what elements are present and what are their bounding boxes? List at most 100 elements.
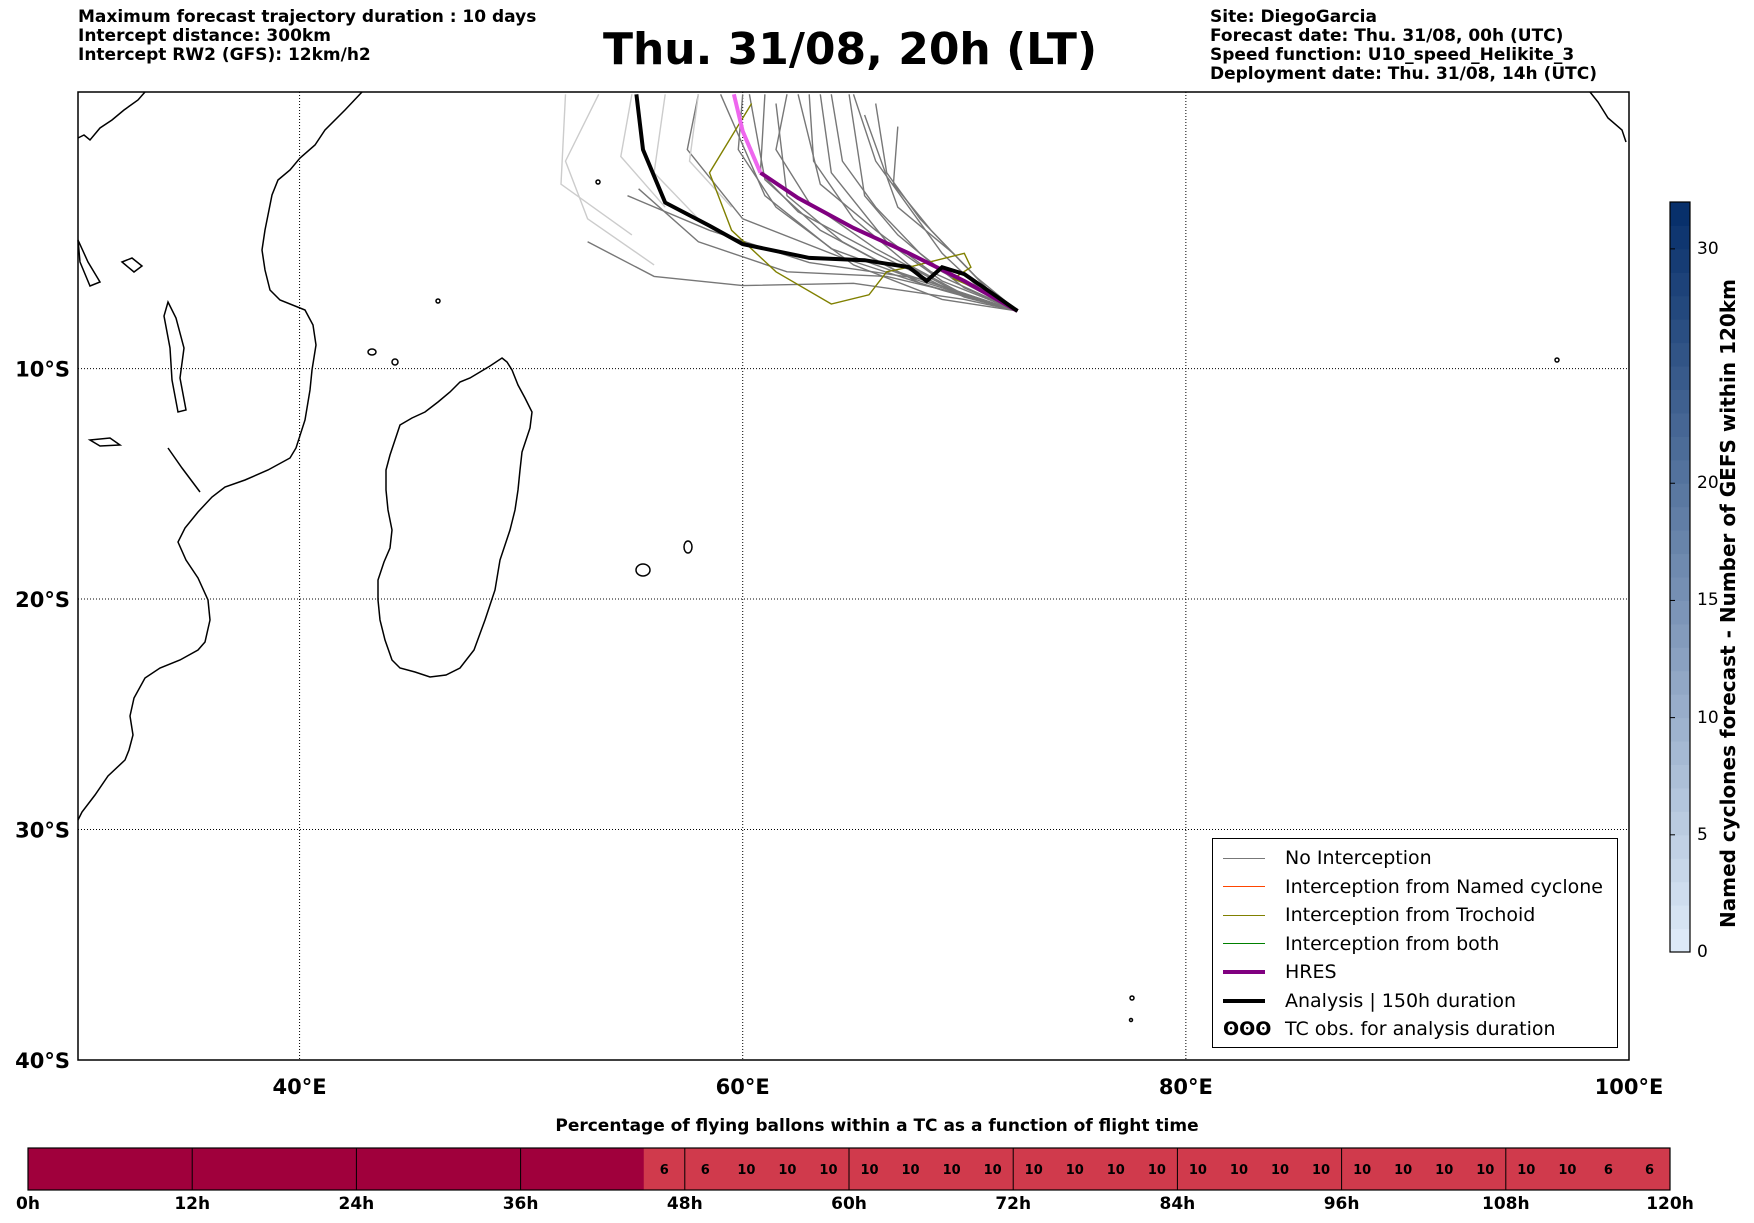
- chagos-islands: [1589, 91, 1627, 143]
- legend-swatch: [1223, 886, 1265, 887]
- time-cell-value: 10: [1107, 1163, 1125, 1178]
- time-cell: [602, 1148, 645, 1190]
- colorbar-tick-label: 30: [1697, 238, 1719, 259]
- legend-item: ʘʘʘ TC obs. for analysis duration: [1223, 1016, 1556, 1042]
- time-cell-value: 10: [1148, 1163, 1166, 1178]
- colorbar-segment: [1670, 647, 1690, 672]
- time-cell: [643, 1148, 686, 1190]
- track-hres: [759, 171, 1019, 313]
- legend-item: Interception from Trochoid: [1223, 902, 1535, 928]
- legend-swatch: [1223, 914, 1265, 916]
- mauritius-island: [683, 540, 693, 554]
- info-deployment-date: Deployment date: Thu. 31/08, 14h (UTC): [1210, 64, 1597, 84]
- colorbar-segment: [1670, 811, 1690, 836]
- island-outline: [77, 239, 102, 287]
- track-light: [653, 94, 699, 220]
- info-duration: Maximum forecast trajectory duration : 1…: [78, 7, 537, 27]
- time-cell: [931, 1148, 973, 1190]
- lon-label: 100°E: [1595, 1075, 1664, 1099]
- colorbar-segment: [1670, 881, 1690, 906]
- time-cell-value: 10: [1353, 1163, 1371, 1178]
- comoros-island-2: [391, 358, 399, 366]
- forecast-info-left: Maximum forecast trajectory duration : 1…: [78, 8, 536, 65]
- lon-label: 40°E: [273, 1075, 327, 1099]
- time-cell-value: 10: [1394, 1163, 1412, 1178]
- time-cell-value: 10: [1189, 1163, 1207, 1178]
- comoros-island: [367, 348, 377, 356]
- coastlines: [77, 91, 1627, 1023]
- time-cell: [684, 1148, 727, 1190]
- time-cell-value: 10: [1558, 1163, 1576, 1178]
- time-cell: [1628, 1148, 1671, 1190]
- time-cell: [1300, 1148, 1343, 1190]
- time-cell: [69, 1148, 111, 1190]
- time-label: 60h: [831, 1194, 867, 1214]
- time-cell-value: 10: [1312, 1163, 1330, 1178]
- time-label: 72h: [995, 1194, 1032, 1214]
- time-cell: [1259, 1148, 1302, 1190]
- time-cell: [1382, 1148, 1425, 1190]
- time-cell: [1218, 1148, 1260, 1190]
- time-cell: [520, 1148, 563, 1190]
- legend-label: No Interception: [1285, 847, 1432, 869]
- time-label: 48h: [666, 1194, 703, 1214]
- colorbar-tick-label: 15: [1697, 590, 1719, 611]
- time-cell: [233, 1148, 275, 1190]
- legend-swatch: [1223, 998, 1265, 1003]
- time-cell: [28, 1148, 70, 1190]
- map-grid: [78, 92, 1629, 1060]
- longitude-labels: 40°E 60°E 80°E 100°E: [273, 1075, 1664, 1099]
- lat-label: 30°S: [15, 819, 70, 843]
- time-cell: [1546, 1148, 1589, 1190]
- colorbar-segment: [1670, 436, 1690, 461]
- colorbar-segment: [1670, 530, 1690, 555]
- time-cell: [1177, 1148, 1219, 1190]
- tc-obs-symbol: ʘʘʘ: [1223, 1018, 1272, 1040]
- colorbar-tick-label: 10: [1697, 707, 1719, 728]
- lake-tanganyika: [167, 447, 201, 493]
- island-dot-south-2: [1128, 1017, 1134, 1023]
- flight-time-bar-title: Percentage of flying ballons within a TC…: [555, 1116, 1199, 1136]
- time-label: 108h: [1482, 1194, 1530, 1214]
- lat-label: 20°S: [15, 588, 70, 612]
- lon-label: 80°E: [1159, 1075, 1213, 1099]
- time-cell: [1054, 1148, 1096, 1190]
- track-no-interception: [638, 188, 1018, 312]
- legend-swatch: [1223, 970, 1265, 974]
- time-cell-value: 10: [1025, 1163, 1043, 1178]
- colorbar-segment: [1670, 202, 1690, 226]
- time-cell: [274, 1148, 316, 1190]
- info-intercept-rw2: Intercept RW2 (GFS): 12km/h2: [78, 45, 371, 65]
- time-cell-value: 6: [1604, 1163, 1613, 1178]
- time-cell: [972, 1148, 1014, 1190]
- time-cell-value: 10: [902, 1163, 920, 1178]
- colorbar-segment: [1670, 858, 1690, 883]
- time-cell: [766, 1148, 809, 1190]
- time-cell-value: 10: [1435, 1163, 1453, 1178]
- legend-item: Analysis | 150h duration: [1223, 988, 1516, 1014]
- track-light: [620, 94, 666, 208]
- info-site: Site: DiegoGarcia: [1210, 7, 1377, 27]
- time-cell-value: 10: [860, 1163, 878, 1178]
- colorbar-segment: [1670, 670, 1690, 695]
- island-dot-south: [1129, 995, 1135, 1001]
- time-cell: [890, 1148, 932, 1190]
- colorbar-segment: [1670, 577, 1690, 601]
- time-cell-value: 10: [1271, 1163, 1289, 1178]
- colorbar-segment: [1670, 295, 1690, 320]
- track-no-interception: [892, 126, 1018, 312]
- africa-coastline-north: [77, 91, 146, 142]
- time-cell: [1013, 1148, 1055, 1190]
- track-trochoid: [708, 103, 1018, 312]
- colorbar-segment: [1670, 787, 1690, 812]
- colorbar-label: Named cyclones forecast - Number of GEFS…: [1716, 279, 1740, 928]
- lat-label: 40°S: [15, 1049, 70, 1073]
- time-label: 84h: [1159, 1194, 1196, 1214]
- legend-label: TC obs. for analysis duration: [1285, 1018, 1556, 1040]
- time-label: 24h: [338, 1194, 375, 1214]
- time-cell: [192, 1148, 234, 1190]
- time-cell-value: 10: [984, 1163, 1002, 1178]
- legend-label: Interception from Trochoid: [1285, 904, 1536, 926]
- page-title: Thu. 31/08, 20h (LT): [602, 24, 1098, 75]
